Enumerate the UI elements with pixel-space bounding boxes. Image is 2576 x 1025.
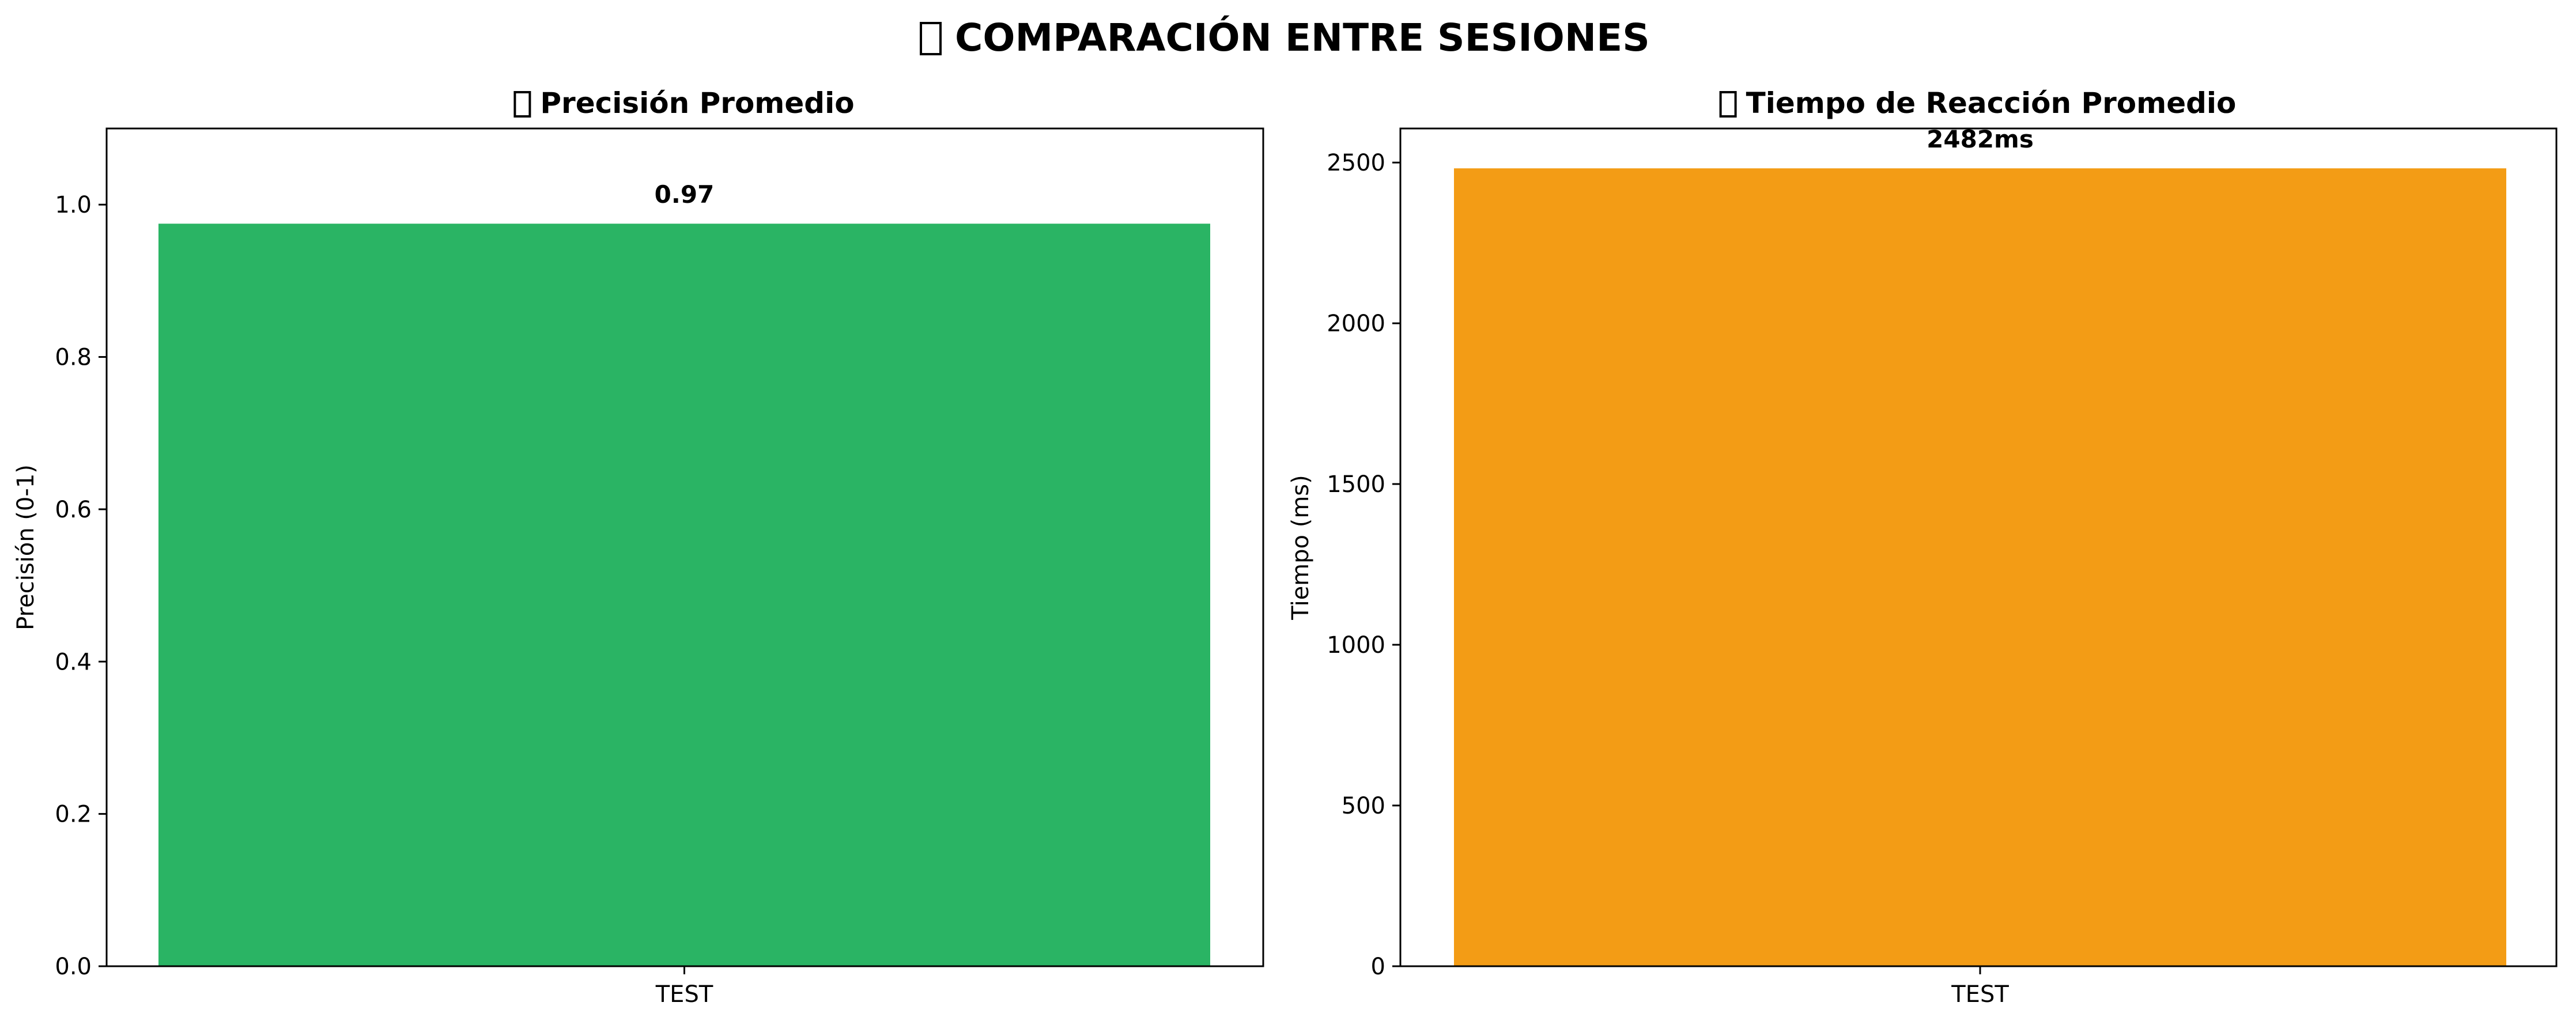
reaction-time-y-tick-label: 2500 — [1327, 150, 1385, 176]
reaction-time-bar-test — [1454, 168, 2506, 967]
missing-glyph-icon — [1719, 91, 1737, 118]
reaction-time-y-tick-label: 500 — [1342, 793, 1385, 819]
precision-y-tick-label: 0.8 — [55, 345, 92, 371]
reaction-time-y-axis-label: Tiempo (ms) — [1287, 475, 1314, 620]
reaction-time-y-tick-label: 1000 — [1327, 632, 1385, 659]
figure-suptitle: COMPARACIÓN ENTRE SESIONES — [955, 16, 1650, 60]
chart-panel-reaction-time: Tiempo de Reacción Promedio 2482ms TEST 0 50… — [1287, 86, 2558, 1008]
reaction-time-x-tick-label: TEST — [1951, 981, 2009, 1008]
reaction-time-data-label: 2482ms — [1927, 125, 2034, 153]
precision-y-tick-label: 0.2 — [55, 801, 92, 828]
chart-panel-precision: Precisión Promedio 0.97 TEST 0.0 0.2 0.4 0.6 0.… — [13, 86, 1264, 1008]
precision-y-axis-label: Precisión (0-1) — [13, 464, 39, 630]
precision-data-label: 0.97 — [655, 180, 715, 209]
precision-y-tick-label: 1.0 — [55, 192, 92, 218]
precision-bar-test — [158, 224, 1210, 966]
precision-title-text: Precisión Promedio — [540, 86, 854, 120]
missing-glyph-icon — [513, 91, 531, 118]
precision-title: Precisión Promedio — [513, 86, 855, 120]
precision-x-tick-label: TEST — [655, 981, 713, 1008]
reaction-time-axes-frame — [1399, 127, 2558, 967]
precision-y-tick-label: 0.0 — [55, 954, 92, 980]
reaction-time-title-text: Tiempo de Reacción Promedio — [1746, 86, 2237, 120]
figure-title: COMPARACIÓN ENTRE SESIONES — [920, 16, 1650, 60]
precision-y-tick-label: 0.4 — [55, 649, 92, 675]
reaction-time-title: Tiempo de Reacción Promedio — [1719, 86, 2237, 120]
precision-axes-frame — [105, 127, 1264, 967]
reaction-time-y-tick-label: 2000 — [1327, 311, 1385, 337]
reaction-time-y-tick-label: 1500 — [1327, 471, 1385, 498]
missing-glyph-icon — [920, 22, 942, 55]
reaction-time-y-tick-label: 0 — [1371, 954, 1385, 980]
precision-y-tick-label: 0.6 — [55, 497, 92, 523]
